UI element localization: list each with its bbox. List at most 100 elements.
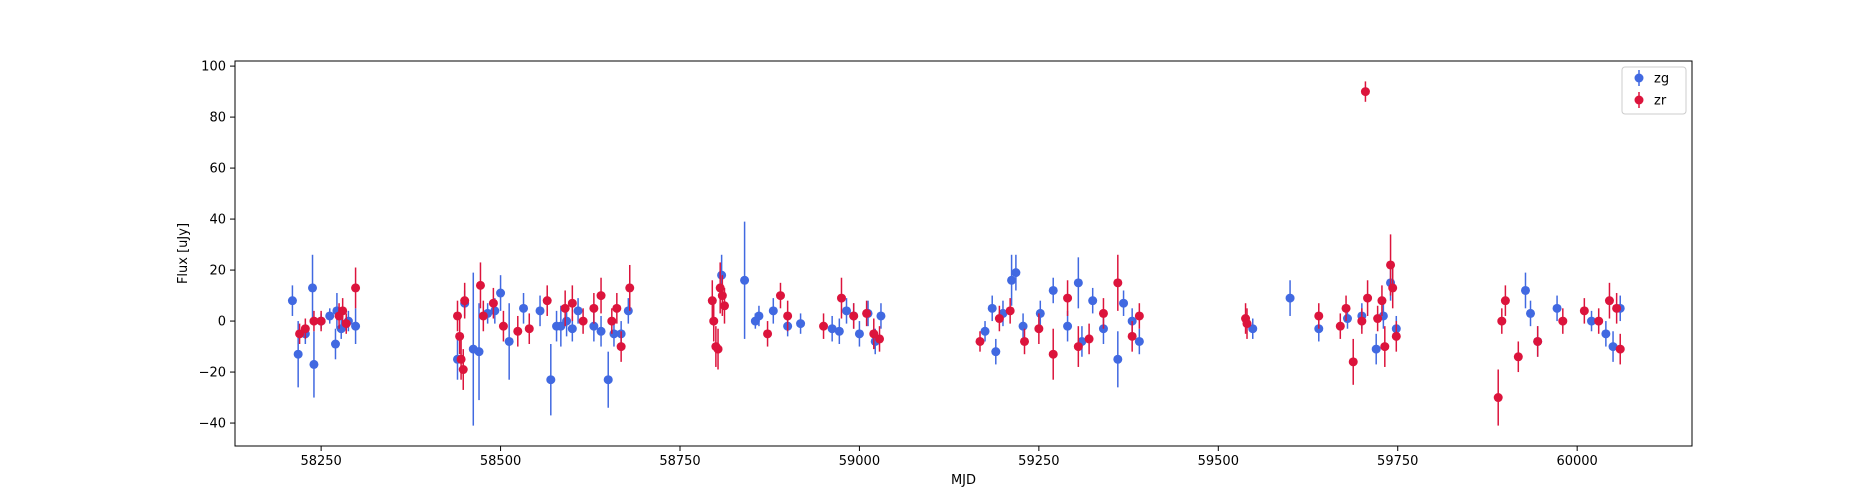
series-zg-point (573, 306, 583, 316)
series-zg-point (842, 306, 852, 316)
series-zg-point (876, 311, 886, 321)
series-zg-point (603, 375, 613, 385)
y-tick-label: 0 (218, 315, 226, 330)
y-tick-label: 60 (209, 162, 226, 177)
series-zr-point (458, 365, 468, 375)
series-zg-point (827, 324, 837, 334)
series-zg-point (519, 303, 529, 313)
series-zr-point (1020, 336, 1030, 346)
series-zg-point (504, 336, 514, 346)
series-zg-point (1342, 314, 1352, 324)
legend-zg-label: zg (1654, 72, 1669, 87)
series-zr-point (1513, 352, 1523, 362)
series-zr-point (1604, 296, 1614, 306)
x-tick-label: 60000 (1556, 454, 1597, 469)
series-zg-point (490, 306, 500, 316)
series-zr-point (1500, 296, 1510, 306)
series-zr-point (836, 293, 846, 303)
series-zr-point (1388, 283, 1398, 293)
series-zr-point (460, 296, 470, 306)
series-zr-point (567, 298, 577, 308)
series-zr-point (1314, 311, 1324, 321)
series-zg-point (623, 306, 633, 316)
series-zg-point (1018, 321, 1028, 331)
series-zg-point (1371, 344, 1381, 354)
series-zr-point (1612, 303, 1622, 313)
series-zg-point (1063, 321, 1073, 331)
series-zr-point (775, 291, 785, 301)
series-zr-point (1497, 316, 1507, 326)
x-tick-label: 59750 (1377, 454, 1418, 469)
y-axis-ticks: −40 −20 0 20 40 60 80 100 (199, 60, 235, 432)
series-zr-point (341, 319, 351, 329)
series-zg-point (535, 306, 545, 316)
series-zg-point (980, 326, 990, 336)
series-zg-point (834, 326, 844, 336)
y-tick-label: −20 (199, 366, 226, 381)
y-tick-label: 20 (209, 264, 226, 279)
series-zr-point (456, 354, 466, 364)
series-zr-point (1063, 293, 1073, 303)
series-zg-point (1608, 342, 1618, 352)
series-zg-point (293, 349, 303, 359)
series-zr-point (513, 326, 523, 336)
series-zr-point (875, 334, 885, 344)
series-zr-point (994, 314, 1004, 324)
legend-zr-marker (1634, 95, 1644, 105)
series-zg-point (740, 275, 750, 285)
series-zr-point (1357, 316, 1367, 326)
series-zr-point (589, 303, 599, 313)
series-zr-point (975, 336, 985, 346)
series-zg-point (496, 288, 506, 298)
series-zg-point (1587, 316, 1597, 326)
series-zg-point (309, 359, 319, 369)
series-zg-point (1285, 293, 1295, 303)
series-zg-point (589, 321, 599, 331)
series-zg-point (854, 329, 864, 339)
series-zg-point (1552, 303, 1562, 313)
series-zr-point (309, 316, 319, 326)
series-zr-point (713, 344, 723, 354)
series-zr-point (488, 298, 498, 308)
series-zg-point (308, 283, 318, 293)
series-zg-point (1073, 278, 1083, 288)
y-axis-label: Flux [uJy] (176, 223, 191, 284)
series-zr-point (452, 311, 462, 321)
series-zr-point (1380, 342, 1390, 352)
x-axis-ticks: 58250 58500 58750 59000 59250 59500 59750 60000 (300, 446, 1598, 469)
series-zr-point (300, 324, 310, 334)
series-zr-point (1348, 357, 1358, 367)
legend-zg-marker (1634, 73, 1644, 83)
series-zr-point (1073, 342, 1083, 352)
series-zr-point (455, 331, 465, 341)
x-tick-label: 58500 (480, 454, 521, 469)
series-zr-point (625, 283, 635, 293)
series-zr-point (1594, 316, 1604, 326)
y-tick-label: −40 (199, 417, 226, 432)
series-zr-point (869, 329, 879, 339)
series-zg-point (556, 321, 566, 331)
series-zg-point (1011, 268, 1021, 278)
series-zr-point (715, 283, 725, 293)
series-zr-point (612, 303, 622, 313)
y-tick-label: 80 (209, 111, 226, 126)
series-zr-point (1098, 308, 1108, 318)
series-zg-point (330, 339, 340, 349)
series-zr-point (1579, 306, 1589, 316)
y-tick-label: 40 (209, 213, 226, 228)
series-zr-point (1558, 316, 1568, 326)
series-zr-point (1127, 331, 1137, 341)
series-zg-point (287, 296, 297, 306)
series-zr-points (295, 81, 1625, 426)
series-zr-point (1134, 311, 1144, 321)
series-zg-point (796, 319, 806, 329)
series-zr-point (616, 342, 626, 352)
series-zr-point (1084, 334, 1094, 344)
series-zg-point (351, 321, 361, 331)
series-zr-point (295, 329, 305, 339)
series-zr-point (596, 291, 606, 301)
series-zr-point (1363, 293, 1373, 303)
x-axis-label: MJD (951, 473, 976, 488)
legend-entry-zr: zr (1634, 92, 1667, 109)
series-zr-point (1493, 393, 1503, 403)
